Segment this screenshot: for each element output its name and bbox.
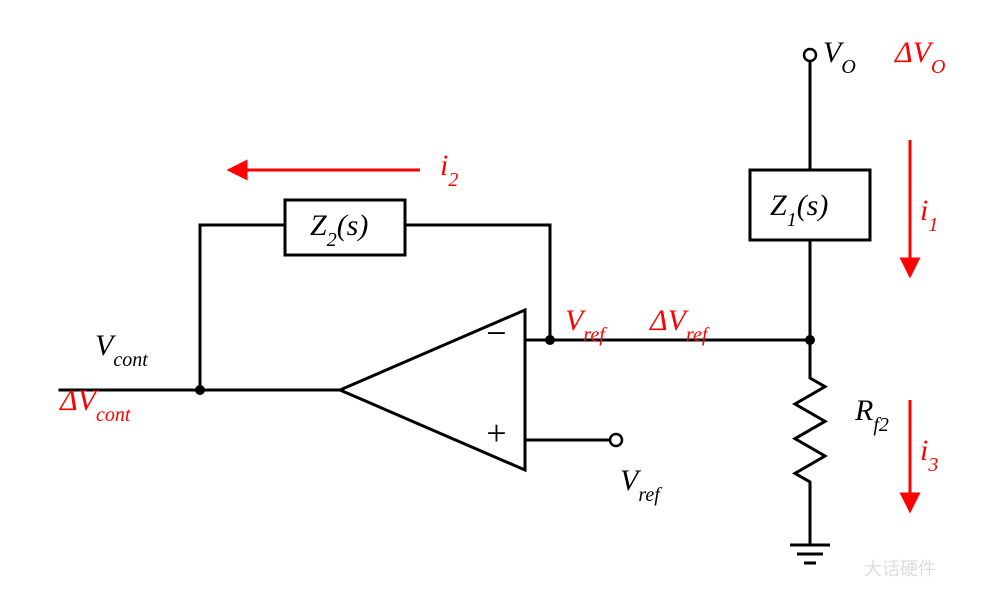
terminal-vo	[804, 49, 816, 61]
terminal-vref	[610, 434, 622, 446]
label-Rf2: Rf2	[854, 394, 889, 436]
label-Vcont: Vcont	[95, 329, 148, 371]
node-dot-1	[195, 385, 205, 395]
resistor-rf2	[795, 370, 825, 490]
node-dot-0	[805, 335, 815, 345]
label-i3: i3	[920, 434, 938, 476]
label-opamp_plus: +	[484, 413, 508, 453]
label-dVO: ΔVO	[894, 36, 945, 78]
label-i1: i1	[920, 194, 938, 236]
watermark-text: 大话硬件	[864, 559, 936, 579]
node-dot-2	[545, 335, 555, 345]
label-Vref_in: Vref	[620, 464, 662, 506]
label-opamp_minus: −	[484, 313, 508, 353]
label-i2: i2	[440, 149, 458, 191]
label-VO: VO	[823, 36, 856, 78]
